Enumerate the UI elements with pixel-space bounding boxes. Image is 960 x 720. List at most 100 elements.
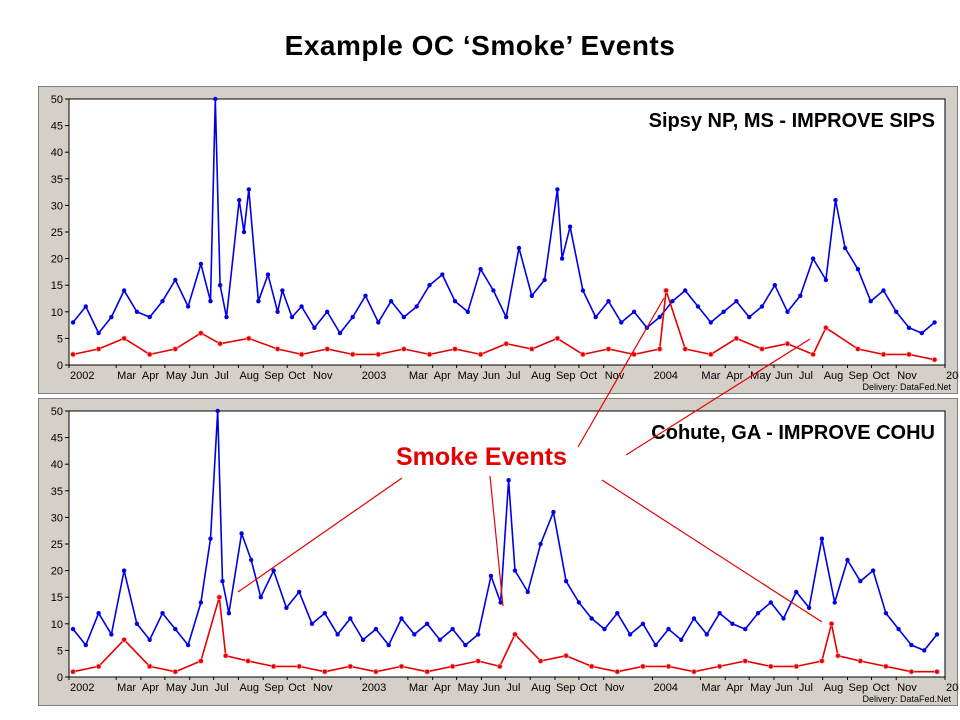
data-point (280, 288, 285, 293)
data-point (563, 579, 569, 584)
data-point (529, 293, 534, 298)
data-point (146, 351, 153, 358)
x-tick-label: Oct (580, 682, 597, 694)
data-point (644, 325, 650, 330)
y-tick-label: 45 (51, 433, 63, 445)
data-point (784, 340, 791, 347)
data-point (147, 637, 152, 642)
data-point (217, 340, 223, 347)
data-point (580, 351, 586, 358)
data-point (537, 658, 544, 664)
data-point (426, 351, 433, 358)
data-point (496, 663, 503, 670)
x-tick-label: Jun (775, 370, 793, 382)
data-point (440, 272, 445, 277)
data-point (559, 256, 565, 261)
data-point (691, 616, 697, 621)
data-point (819, 536, 825, 541)
data-point (246, 187, 251, 192)
data-point (883, 611, 889, 616)
data-point (289, 314, 295, 320)
data-point (324, 346, 331, 352)
data-point (653, 642, 658, 648)
data-point (832, 600, 837, 605)
x-tick-label: Sep (848, 682, 868, 694)
y-tick-label: 5 (57, 645, 63, 657)
data-point (742, 658, 748, 664)
data-point (857, 658, 864, 664)
y-tick-label: 25 (51, 539, 63, 551)
data-point (682, 346, 688, 352)
data-point (683, 288, 688, 293)
data-point (619, 320, 624, 325)
data-point (309, 621, 315, 626)
data-point (615, 611, 620, 616)
data-point (109, 632, 114, 637)
data-point (657, 314, 662, 320)
data-point (134, 621, 140, 626)
data-point (173, 277, 178, 283)
y-tick-label: 40 (51, 459, 63, 471)
x-tick-label: Apr (726, 370, 743, 382)
data-point (256, 299, 261, 304)
data-point (806, 605, 812, 610)
y-tick-label: 50 (51, 406, 63, 418)
data-point (373, 626, 379, 632)
x-tick-label: Jun (482, 370, 500, 382)
x-tick-label: Oct (872, 370, 889, 382)
x-tick-label: Sep (556, 370, 576, 382)
x-tick-label: Aug (824, 370, 844, 382)
x-tick-label: Sep (848, 370, 868, 382)
x-tick-label: May (750, 682, 771, 694)
chart-title: Sipsy NP, MS - IMPROVE SIPS (649, 110, 935, 132)
data-point (567, 224, 573, 229)
data-point (614, 668, 621, 675)
data-point (412, 632, 417, 637)
x-tick-label: Jun (775, 682, 793, 694)
data-point (249, 557, 254, 563)
data-point (452, 346, 458, 352)
data-point (477, 351, 484, 358)
x-tick-label: 2003 (362, 370, 386, 382)
data-point (695, 304, 701, 309)
data-point (450, 626, 455, 632)
data-point (325, 309, 330, 314)
data-point (934, 632, 940, 637)
data-point (835, 652, 841, 659)
x-tick-label: Aug (239, 682, 259, 694)
data-point (198, 658, 204, 664)
data-point (665, 663, 672, 670)
data-point (463, 642, 468, 648)
x-tick-label: 2004 (653, 682, 677, 694)
x-tick-label: May (166, 682, 187, 694)
data-point (217, 283, 223, 288)
data-point (83, 642, 88, 648)
data-point (386, 642, 391, 648)
data-point (759, 304, 765, 309)
chart-panel-sipsy: 0 5 10 15 20 25 30 35 40 45 50 2002 Mar Apr May Jun Jul… (38, 86, 959, 394)
data-point (931, 356, 938, 363)
y-tick-label: 35 (51, 174, 63, 186)
data-point (627, 632, 633, 637)
data-point (95, 663, 102, 670)
x-tick-label: Apr (142, 370, 159, 382)
data-point (767, 663, 774, 670)
data-point (258, 595, 263, 600)
data-point (640, 663, 646, 670)
data-point (498, 600, 503, 605)
data-point (708, 320, 713, 325)
y-axis: 0 5 10 15 20 25 30 35 40 45 50 (51, 406, 69, 684)
data-point (70, 320, 76, 325)
data-point (322, 611, 327, 616)
data-point (542, 277, 547, 283)
data-point (631, 351, 637, 358)
x-tick-label: Jun (191, 682, 209, 694)
data-point (670, 299, 675, 304)
data-point (414, 304, 419, 309)
data-point (299, 304, 304, 309)
x-tick-label: Nov (897, 370, 917, 382)
data-point (437, 637, 443, 642)
data-point (506, 478, 511, 483)
data-point (274, 346, 281, 352)
